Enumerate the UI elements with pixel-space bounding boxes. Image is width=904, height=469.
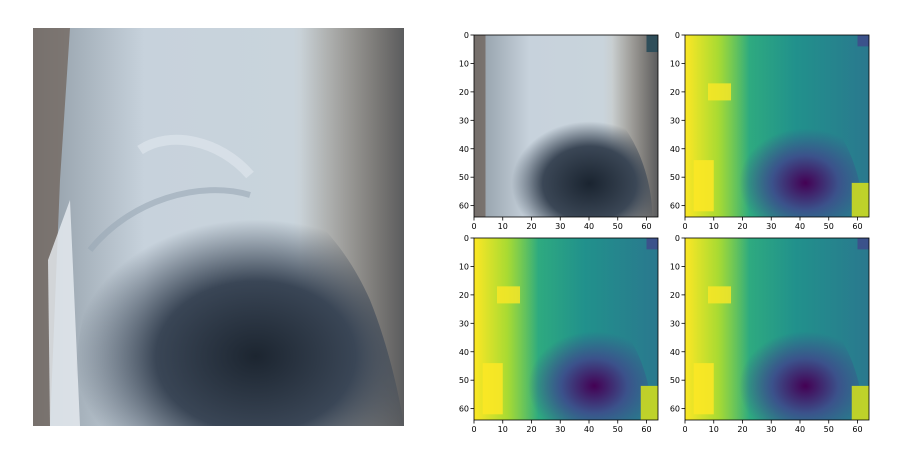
y-tick-label: 10 [459, 262, 469, 271]
axes-frame [684, 237, 870, 421]
x-tick-label: 40 [795, 425, 805, 434]
y-tick-label: 40 [670, 348, 680, 357]
y-tick-label: 10 [670, 59, 680, 68]
heatmap-image [474, 238, 658, 420]
y-tick-label: 30 [459, 319, 469, 328]
x-tick-label: 10 [498, 222, 508, 231]
x-tick-label: 10 [709, 425, 719, 434]
y-tick-label: 0 [675, 31, 680, 40]
y-tick-label: 50 [670, 173, 680, 182]
y-tick-label: 50 [459, 173, 469, 182]
y-tick-label: 20 [459, 88, 469, 97]
x-tick-label: 0 [471, 425, 476, 434]
y-tick-label: 20 [670, 88, 680, 97]
heatmap-image [474, 35, 658, 217]
x-tick-label: 30 [766, 425, 776, 434]
x-tick-label: 50 [824, 222, 834, 231]
y-tick-label: 0 [675, 234, 680, 243]
subplot-4: 0 10 20 30 40 50 60 0 10 20 30 40 50 60 [670, 234, 870, 434]
subplot-3: 0 10 20 30 40 50 60 0 10 20 30 40 50 60 [459, 234, 659, 434]
x-tick-label: 20 [526, 425, 536, 434]
subplot-1: 0 10 20 30 40 50 60 0 10 20 30 40 50 60 [459, 31, 659, 231]
y-tick-label: 20 [459, 291, 469, 300]
y-tick-label: 40 [459, 348, 469, 357]
y-tick-label: 30 [459, 116, 469, 125]
x-tick-label: 60 [852, 222, 862, 231]
axes-frame [684, 34, 870, 218]
heatmap-image [685, 35, 869, 217]
heatmap-image [685, 238, 869, 420]
axes-frame [473, 34, 659, 218]
x-tick-label: 10 [498, 425, 508, 434]
x-tick-label: 60 [852, 425, 862, 434]
x-tick-label: 0 [471, 222, 476, 231]
x-tick-label: 30 [766, 222, 776, 231]
x-tick-label: 20 [737, 425, 747, 434]
y-tick-label: 50 [670, 376, 680, 385]
x-tick-label: 10 [709, 222, 719, 231]
x-tick-label: 60 [641, 425, 651, 434]
x-tick-label: 20 [526, 222, 536, 231]
y-tick-label: 10 [670, 262, 680, 271]
x-tick-label: 40 [584, 222, 594, 231]
y-tick-label: 60 [670, 202, 680, 211]
subplot-2: 0 10 20 30 40 50 60 0 10 20 30 40 50 60 [670, 31, 870, 231]
y-tick-label: 30 [670, 116, 680, 125]
axes-frame [473, 237, 659, 421]
x-tick-label: 60 [641, 222, 651, 231]
y-tick-label: 40 [670, 145, 680, 154]
y-tick-label: 40 [459, 145, 469, 154]
y-tick-label: 60 [459, 405, 469, 414]
x-tick-label: 0 [682, 222, 687, 231]
x-tick-label: 30 [555, 222, 565, 231]
y-tick-label: 50 [459, 376, 469, 385]
x-tick-label: 50 [613, 425, 623, 434]
x-tick-label: 50 [824, 425, 834, 434]
x-tick-label: 40 [584, 425, 594, 434]
y-tick-label: 30 [670, 319, 680, 328]
y-tick-label: 20 [670, 291, 680, 300]
x-tick-label: 20 [737, 222, 747, 231]
x-tick-label: 40 [795, 222, 805, 231]
x-tick-label: 50 [613, 222, 623, 231]
y-tick-label: 0 [464, 31, 469, 40]
y-tick-label: 10 [459, 59, 469, 68]
main-photo [33, 28, 404, 426]
y-tick-label: 60 [459, 202, 469, 211]
y-tick-label: 0 [464, 234, 469, 243]
y-tick-label: 60 [670, 405, 680, 414]
x-tick-label: 30 [555, 425, 565, 434]
x-tick-label: 0 [682, 425, 687, 434]
